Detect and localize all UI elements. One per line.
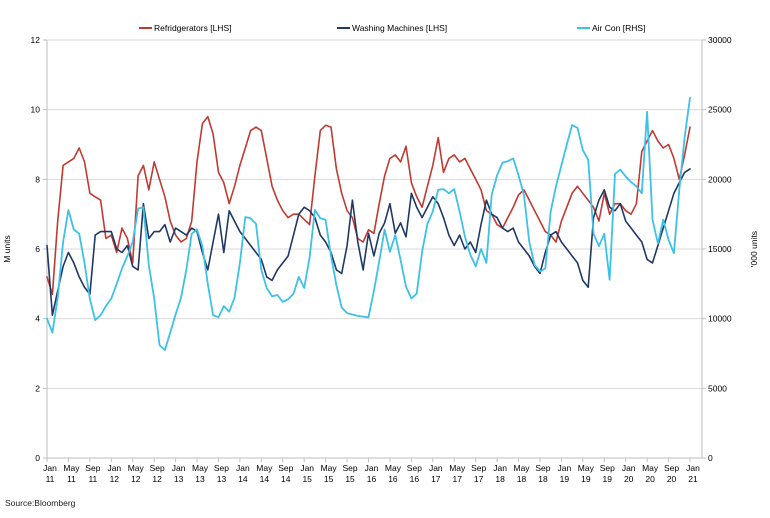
x-axis-tick-label-year: 18 — [517, 474, 527, 484]
legend-label-washing-machines: Washing Machines [LHS] — [352, 23, 448, 33]
x-axis-tick-label-month: May — [321, 463, 338, 473]
legend-label-refrigerators: Refridgerators [LHS] — [154, 23, 232, 33]
x-axis-tick-label-month: Jan — [365, 463, 379, 473]
x-axis-tick-label-year: 16 — [410, 474, 420, 484]
x-axis-tick-label-month: Jan — [686, 463, 700, 473]
x-axis-tick-label-year: 20 — [624, 474, 634, 484]
legend-label-air-con: Air Con [RHS] — [592, 23, 646, 33]
x-axis-tick-label-month: Jan — [107, 463, 121, 473]
x-axis-tick-label-year: 17 — [474, 474, 484, 484]
axes — [43, 39, 706, 462]
x-axis-tick-label-year: 17 — [452, 474, 462, 484]
left-axis-title: M units — [2, 235, 12, 262]
left-axis-tick-label: 12 — [31, 35, 41, 45]
x-axis-tick-label-month: Jan — [172, 463, 186, 473]
x-axis-tick-label-year: 13 — [217, 474, 227, 484]
x-axis-tick-label-month: Sep — [471, 463, 486, 473]
x-axis-tick-label-month: May — [63, 463, 80, 473]
x-axis-tick-label-year: 16 — [367, 474, 377, 484]
x-axis-tick-label-month: May — [578, 463, 595, 473]
x-axis-tick-label-month: Sep — [278, 463, 293, 473]
left-axis-tick-label: 10 — [31, 105, 41, 115]
x-axis-tick-label-year: 19 — [560, 474, 570, 484]
x-axis-tick-label-month: May — [514, 463, 531, 473]
x-axis-tick-label-month: Sep — [407, 463, 422, 473]
x-axis-tick-label-month: May — [128, 463, 145, 473]
x-axis-tick-label-month: Sep — [535, 463, 550, 473]
x-axis-tick-label-year: 20 — [667, 474, 677, 484]
x-axis-tick-label-month: Jan — [558, 463, 572, 473]
x-axis-tick-label-month: Jan — [43, 463, 57, 473]
left-axis-tick-label: 4 — [35, 314, 40, 324]
right-axis-tick-label: 25000 — [708, 105, 732, 115]
legend-item-air-con: Air Con [RHS] — [577, 23, 645, 33]
x-axis-tick-label-year: 18 — [495, 474, 505, 484]
x-axis-tick-label-year: 14 — [238, 474, 248, 484]
x-axis-tick-label-month: Sep — [150, 463, 165, 473]
x-axis-tick-label-year: 13 — [174, 474, 184, 484]
x-axis-tick-label-year: 11 — [88, 474, 97, 484]
x-axis-tick-label-year: 19 — [603, 474, 613, 484]
series-lines — [46, 96, 691, 351]
x-axis-tick-label-month: Sep — [85, 463, 100, 473]
x-axis-tick-label-month: May — [192, 463, 209, 473]
legend-item-refrigerators: Refridgerators [LHS] — [139, 23, 231, 33]
x-axis-tick-label-month: May — [449, 463, 466, 473]
x-axis-tick-label-year: 21 — [688, 474, 698, 484]
x-axis-tick-label-year: 16 — [388, 474, 398, 484]
right-axis-tick-label: 5000 — [708, 383, 727, 393]
right-axis-tick-label: 15000 — [708, 244, 732, 254]
x-axis-tick-label-year: 11 — [67, 474, 76, 484]
x-axis-tick-label-month: May — [256, 463, 273, 473]
left-axis-tick-label: 2 — [35, 383, 40, 393]
x-axis-tick-label-year: 15 — [302, 474, 312, 484]
left-axis-tick-label: 0 — [35, 453, 40, 463]
washing-machines-line-marker-icon — [337, 26, 350, 30]
x-axis-tick-label-year: 20 — [645, 474, 655, 484]
x-axis-tick-label-year: 17 — [431, 474, 441, 484]
x-axis-tick-label-month: Sep — [343, 463, 358, 473]
x-axis-tick-label-year: 14 — [281, 474, 291, 484]
x-axis-tick-label-month: Jan — [236, 463, 250, 473]
x-axis-tick-label-month: Jan — [493, 463, 507, 473]
x-axis-tick-label-year: 18 — [538, 474, 548, 484]
x-axis-tick-label-month: May — [385, 463, 402, 473]
x-axis-tick-label-month: Sep — [600, 463, 615, 473]
x-axis-tick-label-year: 12 — [110, 474, 120, 484]
right-axis-tick-label: 0 — [708, 453, 713, 463]
series-line-air-con-rhs — [46, 96, 691, 351]
x-axis-tick-label-year: 13 — [195, 474, 205, 484]
x-axis-tick-label-year: 11 — [46, 474, 55, 484]
series-line-refridgerators-lhs — [46, 115, 691, 296]
x-axis-tick-label-month: Jan — [300, 463, 314, 473]
x-axis-tick-label-month: Jan — [622, 463, 636, 473]
x-axis-tick-label-month: Jan — [429, 463, 443, 473]
x-axis-tick-label-year: 19 — [581, 474, 591, 484]
x-axis-tick-label-month: May — [642, 463, 659, 473]
x-axis-tick-label-year: 15 — [345, 474, 355, 484]
x-axis-tick-label-month: Sep — [214, 463, 229, 473]
x-axis-tick-label-year: 14 — [260, 474, 270, 484]
left-axis-tick-label: 6 — [35, 244, 40, 254]
source-note: Source:Bloomberg — [5, 498, 76, 508]
right-axis-tick-label: 30000 — [708, 35, 732, 45]
refrigerators-line-marker-icon — [139, 26, 152, 30]
series-line-washing-machines-lhs — [46, 168, 691, 317]
air-con-line-marker-icon — [577, 26, 590, 30]
x-axis-tick-label-year: 12 — [131, 474, 141, 484]
right-axis-title: '000 units — [749, 231, 759, 267]
legend-item-washing-machines: Washing Machines [LHS] — [337, 23, 447, 33]
axis-tick-labels: 0 2 4 6 8 10 12 0 5000 10000 15000 20000 25000 30000 J… — [31, 35, 732, 484]
x-axis-tick-label-year: 12 — [152, 474, 162, 484]
right-axis-tick-label: 20000 — [708, 174, 732, 184]
right-axis-tick-label: 10000 — [708, 314, 732, 324]
x-axis-tick-label-year: 15 — [324, 474, 334, 484]
left-axis-tick-label: 8 — [35, 174, 40, 184]
x-axis-tick-label-month: Sep — [664, 463, 679, 473]
